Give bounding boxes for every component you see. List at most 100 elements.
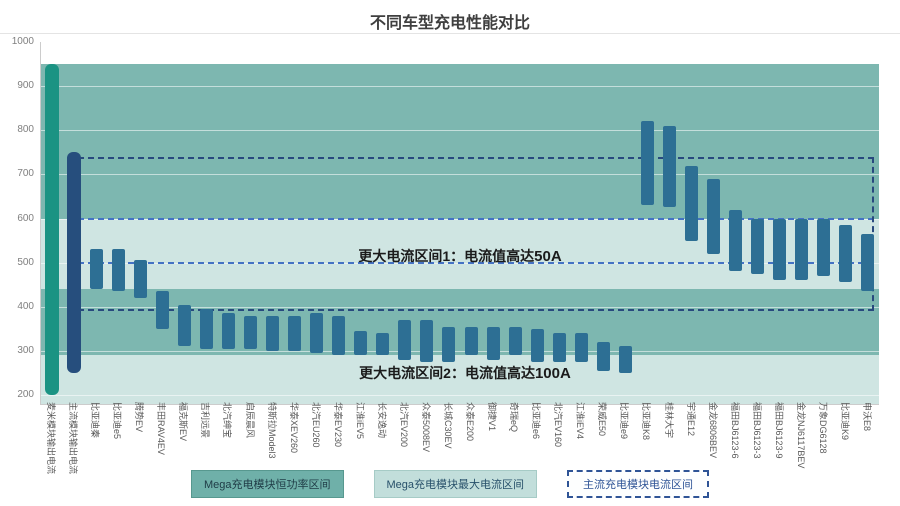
range-bar bbox=[618, 346, 632, 373]
range-bar bbox=[817, 218, 831, 276]
x-axis-label: 奇瑞eQ bbox=[509, 402, 520, 433]
x-axis-label: 比亚迪K8 bbox=[641, 402, 652, 441]
range-bar bbox=[596, 342, 610, 371]
range-bar bbox=[707, 178, 721, 254]
x-axis-label: 长城C30EV bbox=[442, 402, 453, 449]
range-bar bbox=[442, 326, 456, 362]
x-axis-label: 北汽EU260 bbox=[310, 402, 321, 448]
range-bar bbox=[376, 333, 390, 356]
x-axis-label: 金龙6806BEV bbox=[707, 402, 718, 459]
x-axis-label: 福田BJ6123-3 bbox=[751, 402, 762, 459]
x-axis-label: 万象DG6128 bbox=[817, 402, 828, 454]
x-axis-label: 比亚迪e6 bbox=[531, 402, 542, 440]
gridline-900 bbox=[41, 86, 879, 88]
x-axis-label: 比亚迪e9 bbox=[619, 402, 630, 440]
legend-item-mega-max-current: Mega充电模块最大电流区间 bbox=[373, 470, 538, 498]
range-bar bbox=[155, 291, 169, 329]
x-axis-label: 北汽EV200 bbox=[398, 402, 409, 448]
x-axis-label: 吉利远景 bbox=[200, 402, 211, 439]
x-axis-label: 北汽绅宝 bbox=[222, 402, 233, 439]
range-bar bbox=[508, 326, 522, 356]
gridline-700 bbox=[41, 174, 879, 176]
x-axis-label: 丰田RAV4EV bbox=[156, 402, 167, 455]
chart-legend: Mega充电模块恒功率区间 Mega充电模块最大电流区间 主流充电模块电流区间 bbox=[0, 470, 900, 498]
x-axis-label: 荣威E50 bbox=[597, 402, 608, 437]
gridline-400 bbox=[41, 306, 879, 308]
annotation-range-1: 更大电流区间1：电流值高达50A bbox=[358, 246, 561, 266]
range-bar bbox=[266, 315, 280, 351]
annotation-range-2-text: 更大电流区间2：电流值高达 bbox=[359, 364, 535, 381]
range-bar bbox=[751, 218, 765, 274]
range-bar bbox=[310, 313, 324, 354]
y-axis-tick-label: 200 bbox=[17, 389, 34, 400]
x-axis-label: 申沃E8 bbox=[861, 402, 872, 432]
x-axis-label: 福克斯EV bbox=[178, 402, 189, 442]
dashed-line-500 bbox=[68, 261, 874, 264]
x-axis-label: 宇通E12 bbox=[685, 402, 696, 437]
x-axis-label: 北汽EV160 bbox=[553, 402, 564, 448]
x-axis-label: 众泰5008EV bbox=[420, 402, 431, 453]
legend-item-mega-constant-power: Mega充电模块恒功率区间 bbox=[190, 470, 344, 498]
range-bar bbox=[332, 315, 346, 356]
range-bar bbox=[839, 225, 853, 283]
range-bar bbox=[133, 260, 147, 298]
range-bar bbox=[486, 326, 500, 360]
range-bar bbox=[45, 64, 60, 395]
y-axis-tick-label: 300 bbox=[17, 344, 34, 356]
y-axis-tick-label: 500 bbox=[17, 256, 34, 268]
range-bar bbox=[464, 326, 478, 356]
x-axis-label: 福田BJ6123-9 bbox=[773, 402, 784, 459]
range-bar bbox=[288, 315, 302, 351]
annotation-range-2-value: 100A bbox=[534, 364, 571, 382]
x-axis-label: 福田BJ6123-6 bbox=[729, 402, 740, 459]
x-axis-label: 金龙NJ6117BEV bbox=[795, 402, 806, 469]
range-bar bbox=[729, 209, 743, 272]
range-bar bbox=[574, 333, 588, 362]
plot-area bbox=[40, 42, 879, 405]
range-bar bbox=[552, 333, 566, 362]
x-axis-label: 华泰XEV260 bbox=[288, 402, 299, 454]
x-axis-label: 江淮iEV5 bbox=[354, 402, 365, 440]
range-bar bbox=[420, 319, 434, 362]
range-bar bbox=[773, 218, 787, 281]
x-axis-label: 桂林大宇 bbox=[663, 402, 674, 439]
range-bar bbox=[199, 308, 213, 349]
y-axis-tick-label: 600 bbox=[17, 212, 34, 224]
range-bar bbox=[89, 249, 103, 290]
range-bar bbox=[398, 319, 412, 360]
range-bar bbox=[111, 249, 125, 292]
range-bar bbox=[244, 315, 257, 349]
range-bar bbox=[67, 152, 82, 373]
gridline-200 bbox=[41, 395, 879, 396]
chart-header: 不同车型充电性能对比 bbox=[0, 0, 900, 34]
x-axis-label: 长安逸动 bbox=[376, 402, 387, 439]
gridline-1000 bbox=[41, 42, 879, 43]
x-axis-label: 腾势EV bbox=[134, 402, 145, 433]
x-axis-label: 启辰晨风 bbox=[244, 402, 255, 439]
dashed-line-600 bbox=[68, 217, 874, 220]
range-bar bbox=[354, 331, 368, 356]
range-bar bbox=[640, 121, 654, 206]
x-axis-label: 特斯拉Model3 bbox=[266, 402, 277, 459]
range-bar bbox=[861, 233, 875, 292]
x-axis-label: 主流模块输出电流 bbox=[68, 402, 79, 475]
range-bar bbox=[685, 165, 699, 241]
x-axis-label: 麦米模块输出电流 bbox=[46, 402, 57, 475]
x-axis-label: 比亚迪e5 bbox=[112, 402, 123, 440]
x-axis-label: 众泰E200 bbox=[465, 402, 476, 442]
range-bar bbox=[530, 328, 544, 362]
x-axis-label: 华泰EV230 bbox=[332, 402, 343, 448]
chart-title: 不同车型充电性能对比 bbox=[369, 15, 530, 32]
x-axis-label: 比亚迪K9 bbox=[839, 402, 850, 441]
annotation-range-1-text: 更大电流区间1：电流值高达 bbox=[358, 248, 535, 264]
x-axis-label: 江淮iEV4 bbox=[575, 402, 586, 440]
y-axis-tick-label: 400 bbox=[17, 300, 34, 312]
x-axis-label: 御捷V1 bbox=[487, 402, 498, 432]
range-bar bbox=[221, 313, 235, 349]
range-bar bbox=[177, 304, 191, 347]
range-bar bbox=[795, 218, 809, 281]
y-axis-tick-label: 900 bbox=[17, 80, 34, 92]
legend-item-mainstream-current: 主流充电模块电流区间 bbox=[567, 470, 710, 498]
y-axis-tick-label: 700 bbox=[17, 168, 34, 180]
